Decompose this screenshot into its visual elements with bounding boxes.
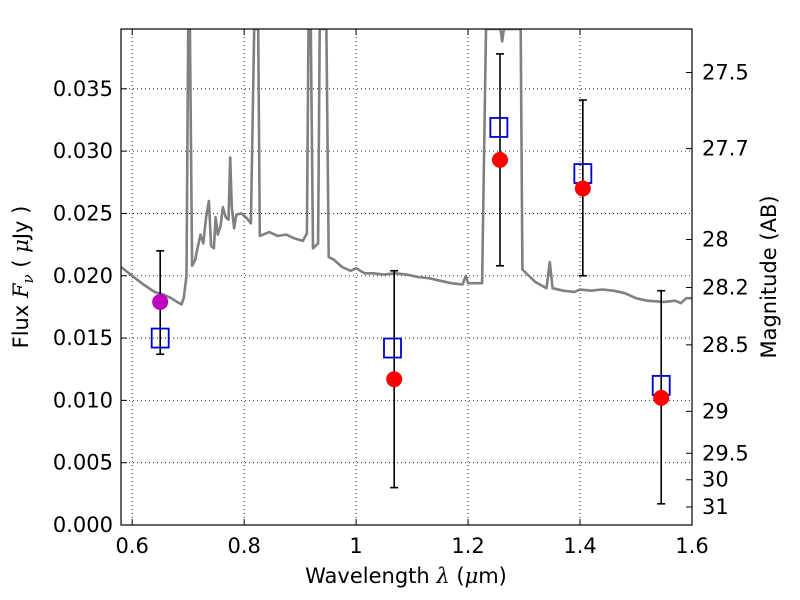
spectrum-line xyxy=(121,29,692,306)
y-tick-label: 0.025 xyxy=(53,201,113,225)
y-tick-label: 0.000 xyxy=(53,513,113,537)
x-tick-label: 1.4 xyxy=(563,534,596,558)
x-tick-label: 0.8 xyxy=(227,534,260,558)
right-tick-label: 27.5 xyxy=(702,60,749,84)
y-tick-label: 0.015 xyxy=(53,326,113,350)
x-tick-label: 0.6 xyxy=(115,534,148,558)
right-tick-label: 28 xyxy=(702,227,729,251)
right-tick-label: 31 xyxy=(702,495,729,519)
observed-point xyxy=(574,180,591,197)
y-axis-ticks: 0.000 0.005 0.010 0.015 0.020 0.025 0.030 0.035 xyxy=(53,77,127,537)
right-tick-label: 29 xyxy=(702,399,729,423)
x-tick-label: 1 xyxy=(349,534,362,558)
right-axis-ticks: 27.5 27.7 28 28.2 28.5 29 29.5 30 31 xyxy=(686,60,749,519)
observed-point xyxy=(653,389,670,406)
observed-point xyxy=(152,293,169,310)
x-tick-label: 1.6 xyxy=(675,534,708,558)
right-tick-label: 28.5 xyxy=(702,333,749,357)
x-axis-ticks: 0.6 0.8 1 1.2 1.4 1.6 xyxy=(115,29,709,558)
model-point xyxy=(489,117,509,138)
right-axis-label: Magnitude (AB) xyxy=(757,195,781,358)
x-axis-label: Wavelength λ (μm) xyxy=(305,564,507,588)
y-tick-label: 0.010 xyxy=(53,388,113,412)
errorbar-series xyxy=(156,53,666,505)
observed-point xyxy=(491,151,508,168)
y-axis-label: Flux Fν ( μJy ) xyxy=(9,206,37,349)
right-tick-label: 27.7 xyxy=(702,137,749,161)
y-tick-label: 0.035 xyxy=(53,77,113,101)
y-tick-label: 0.020 xyxy=(53,264,113,288)
plot-frame xyxy=(120,28,693,526)
observed-point xyxy=(386,371,403,388)
y-tick-label: 0.030 xyxy=(53,139,113,163)
model-point xyxy=(383,337,402,359)
right-tick-label: 29.5 xyxy=(702,441,749,465)
right-tick-label: 30 xyxy=(702,468,729,492)
x-tick-label: 1.2 xyxy=(451,534,484,558)
grid xyxy=(121,29,693,526)
model-point xyxy=(150,327,170,349)
y-tick-label: 0.005 xyxy=(53,451,113,475)
right-tick-label: 28.2 xyxy=(702,276,749,300)
spectrum-series xyxy=(121,29,692,306)
observed-point-series xyxy=(152,151,670,406)
